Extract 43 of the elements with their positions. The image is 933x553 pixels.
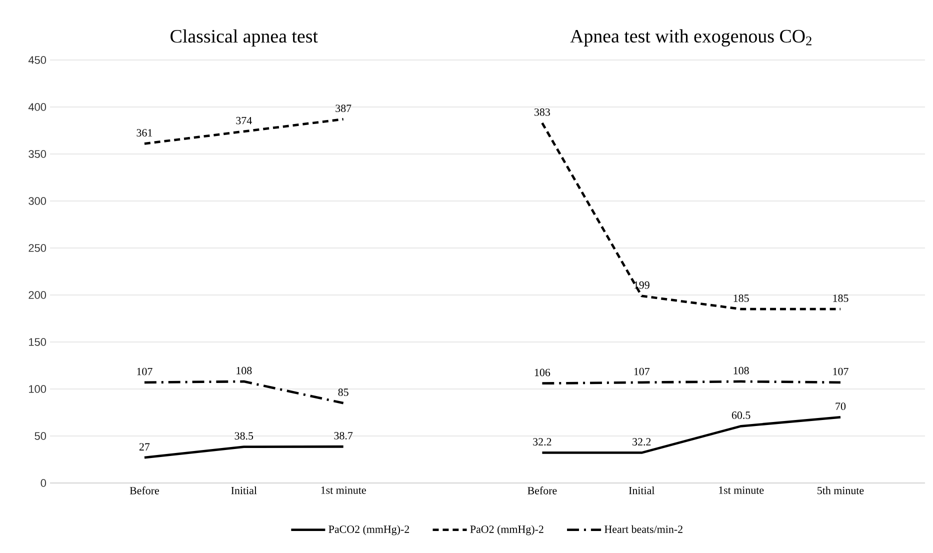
data-label: 106	[534, 368, 550, 376]
data-label: 38.7	[334, 432, 353, 440]
data-label: 70	[836, 402, 846, 410]
y-tick-label: 200	[28, 291, 46, 299]
data-label: 32.2	[632, 438, 651, 446]
data-label: 185	[833, 294, 848, 302]
legend-label: PaCO2 (mmHg)-2	[328, 525, 410, 536]
data-label: 108	[236, 366, 252, 374]
data-label: 374	[236, 116, 252, 124]
x-tick-label: Before	[130, 486, 159, 494]
data-label: 32.2	[533, 438, 552, 446]
legend-label: PaO2 (mmHg)-2	[470, 525, 544, 536]
y-tick-label: 0	[40, 479, 46, 487]
data-label: 107	[833, 368, 848, 376]
text: Classical apnea test	[170, 29, 318, 47]
data-label: 38.5	[234, 432, 254, 440]
x-tick-label: Before	[528, 486, 557, 494]
x-tick-label: Initial	[231, 486, 257, 494]
data-label: 361	[136, 129, 152, 136]
data-label: 383	[534, 108, 550, 116]
y-tick-label: 450	[28, 56, 46, 64]
y-tick-label: 300	[28, 197, 46, 205]
x-tick-label: 1st minute	[321, 486, 366, 494]
y-tick-label: 250	[28, 244, 46, 252]
data-label: 108	[734, 366, 749, 374]
x-tick-label: Initial	[628, 486, 655, 494]
y-tick-label: 400	[28, 103, 46, 111]
x-tick-label: 5th minute	[818, 486, 864, 494]
y-tick-label: 100	[29, 385, 46, 393]
data-label: 185	[734, 294, 749, 302]
data-label: 60.5	[732, 412, 750, 419]
y-tick-label: 350	[28, 150, 46, 158]
x-tick-label: 1st minute	[719, 486, 764, 494]
data-label: 107	[634, 368, 650, 376]
data-label: 387	[336, 104, 352, 112]
y-tick-label: 50	[34, 432, 46, 440]
data-label: 107	[137, 368, 152, 376]
text: Apnea test with exogenous CO$_{2}$	[570, 29, 812, 47]
data-label: 199	[634, 281, 650, 289]
data-label: 27	[139, 443, 150, 450]
data-label: 85	[338, 388, 348, 396]
y-tick-label: 150	[29, 338, 46, 346]
legend-label: Heart beats/min-2	[604, 525, 682, 533]
